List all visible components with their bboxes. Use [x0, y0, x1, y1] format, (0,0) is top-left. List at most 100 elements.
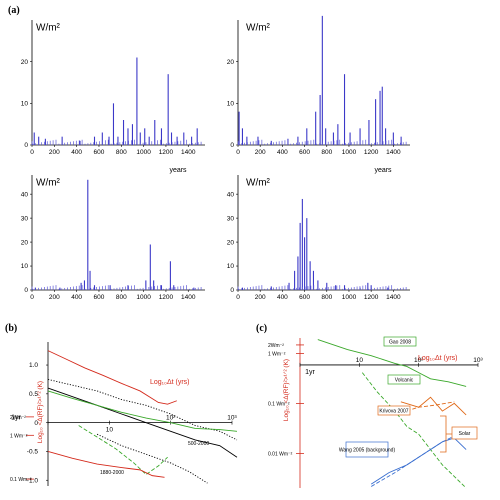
- x-tick-label: 1200: [159, 294, 174, 301]
- x-tick-label: 10: [356, 357, 364, 364]
- x-tick-label: 800: [321, 294, 332, 301]
- series-line-6: [370, 429, 467, 487]
- x-tick-label: 10³: [227, 415, 237, 422]
- panel-b: 1.0 0.5 0 -0.5 -1.0 1yr 10 10² 10³ Log₁₀Δt (yrs) L…: [10, 342, 238, 486]
- rf-red-tick-label: 0.1 Wm⁻²: [10, 477, 32, 483]
- y-tick-label: 10: [227, 101, 235, 108]
- series-line-5: [78, 425, 168, 476]
- y-axis-unit-label: W/m²: [246, 22, 271, 33]
- y-tick-label: 20: [21, 59, 29, 66]
- panel-c-label: (c): [256, 323, 267, 334]
- callout-box: [383, 336, 417, 347]
- series-line-7: [47, 451, 165, 478]
- y-tick-label: 0: [24, 287, 28, 294]
- x-axis-label: Log₁₀Δt (yrs): [418, 355, 458, 362]
- x-tick-label: 1200: [159, 149, 174, 156]
- y-axis-unit-label: W/m²: [36, 177, 61, 188]
- x-tick-label: 800: [321, 149, 332, 156]
- annotation-500-2000: 500-2000: [188, 441, 209, 447]
- panel-b-label: (b): [5, 323, 17, 334]
- y-tick-label: 0.5: [29, 391, 38, 398]
- x-tick-label: 600: [299, 149, 310, 156]
- rf-red-tick-label: 0.1 Wm⁻²: [268, 401, 290, 407]
- x-tick-label: 1200: [364, 149, 379, 156]
- y-tick-label: 40: [227, 191, 235, 198]
- y-tick-label: 20: [21, 239, 29, 246]
- x-tick-label: 600: [94, 149, 105, 156]
- y-tick-label: 10: [21, 263, 29, 270]
- x-tick-label: 1400: [386, 149, 401, 156]
- x-tick-label: 0: [30, 294, 34, 301]
- x-axis-label: years: [374, 167, 392, 174]
- y-tick-label: 0: [24, 142, 28, 149]
- series-line-2: [47, 379, 238, 441]
- x-tick-label: 1400: [181, 149, 196, 156]
- x-axis-label: Log₁₀Δt (yrs): [150, 379, 190, 386]
- y-tick-label: 20: [227, 239, 235, 246]
- x-tick-label: 800: [116, 294, 127, 301]
- x-tick-label: 10²: [414, 357, 424, 364]
- x-tick-label: 0: [236, 149, 240, 156]
- callout-box: [387, 374, 421, 385]
- x-tick-label: 1200: [364, 294, 379, 301]
- y-axis-unit-label: W/m²: [246, 177, 271, 188]
- callout-label: Gao 2008: [389, 339, 411, 345]
- x-tick-label: 1yr: [305, 369, 315, 376]
- panel-c: 1yr 10 10² 10³ Log₁₀Δt (yrs) Log₁₀ <Δ(RF)²>¹ᐟ…: [268, 336, 484, 489]
- x-tick-label: 1yr: [11, 415, 21, 422]
- rf-red-tick-label: 2Wm⁻²: [10, 415, 26, 421]
- series-line-4: [47, 390, 238, 432]
- series-line-3: [47, 387, 238, 458]
- y-tick-label: 10: [227, 263, 235, 270]
- y-tick-label: 0: [230, 287, 234, 294]
- spike-plot-3: 0 200 400 600 800 1000 1200 1400 0 10 20 30 40 W/m² ye…: [21, 167, 205, 301]
- series-line-6: [96, 433, 208, 484]
- x-tick-label: 1000: [342, 149, 357, 156]
- y-axis-unit-label: W/m²: [36, 22, 61, 33]
- x-tick-label: 200: [49, 149, 60, 156]
- y-tick-label: -1.0: [27, 477, 39, 484]
- y-tick-label: 30: [227, 215, 235, 222]
- y-tick-label: 0: [230, 142, 234, 149]
- x-tick-label: 1400: [181, 294, 196, 301]
- x-tick-label: 400: [277, 149, 288, 156]
- spike-plot-2: 0 200 400 600 800 1000 1200 1400 0 10 20 W/m²: [227, 15, 410, 156]
- y-tick-label: 10: [21, 101, 29, 108]
- series-line-2: [361, 372, 467, 489]
- spike-plot-1: 0 200 400 600 800 1000 1200 1400 0 10 20 W/m²: [21, 20, 205, 156]
- x-tick-label: 1000: [136, 149, 151, 156]
- y-tick-label: 1.0: [29, 362, 38, 369]
- callout-label: Solar: [459, 431, 471, 437]
- x-tick-label: 200: [255, 149, 266, 156]
- x-tick-label: 200: [255, 294, 266, 301]
- x-tick-label: 10: [106, 427, 114, 434]
- x-tick-label: 600: [299, 294, 310, 301]
- x-tick-label: 600: [94, 294, 105, 301]
- x-tick-label: 10²: [166, 415, 176, 422]
- callout-label: Volcanic: [395, 377, 414, 383]
- rf-red-tick-label: 0.01 Wm⁻²: [268, 451, 293, 457]
- series-line-3: [400, 396, 467, 416]
- x-tick-label: 1000: [136, 294, 151, 301]
- annotation-1880-2000: 1880-2000: [100, 470, 124, 476]
- x-axis-label: years: [169, 167, 187, 174]
- y-tick-label: 20: [227, 59, 235, 66]
- series-line-1: [47, 350, 177, 405]
- x-tick-label: 800: [116, 149, 127, 156]
- x-tick-label: 400: [71, 294, 82, 301]
- x-tick-label: 10³: [473, 357, 483, 364]
- rf-red-tick-label: 1 Wm⁻²: [10, 433, 28, 439]
- y-tick-label: -0.5: [27, 449, 39, 456]
- y-tick-label: 0: [34, 420, 38, 427]
- rf-red-tick-label: 1 Wm⁻²: [268, 351, 286, 357]
- rf-red-tick-label: 2Wm⁻²: [268, 343, 284, 349]
- callout-box: [377, 405, 411, 416]
- y-tick-label: 40: [21, 191, 29, 198]
- x-tick-label: 400: [277, 294, 288, 301]
- x-tick-label: 1000: [342, 294, 357, 301]
- y-tick-label: 30: [21, 215, 29, 222]
- x-tick-label: 200: [49, 294, 60, 301]
- panel-a-label: (a): [8, 5, 20, 16]
- x-tick-label: 0: [236, 294, 240, 301]
